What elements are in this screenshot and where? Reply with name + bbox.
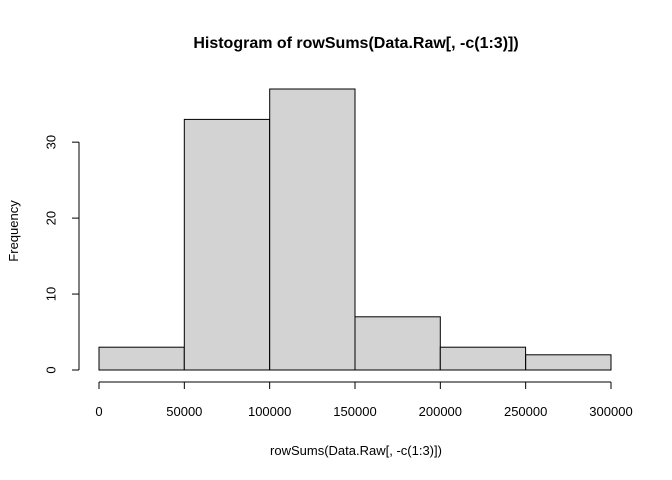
y-tick-label: 20 (44, 211, 59, 225)
chart-title: Histogram of rowSums(Data.Raw[, -c(1:3)]… (193, 35, 518, 52)
x-tick-label: 250000 (504, 404, 547, 419)
x-tick-label: 300000 (589, 404, 632, 419)
histogram-bars (98, 88, 612, 371)
x-tick-label: 0 (95, 404, 102, 419)
histogram-bar (354, 316, 441, 371)
y-tick-label: 30 (44, 135, 59, 149)
x-tick-label: 100000 (248, 404, 291, 419)
x-axis-label: rowSums(Data.Raw[, -c(1:3)]) (270, 443, 442, 458)
histogram-bar (98, 346, 185, 371)
x-axis: 0 50000 100000 150000 200000 250000 300000 (95, 381, 633, 419)
y-axis-label: Frequency (6, 200, 21, 262)
histogram-bar (183, 118, 271, 371)
histogram-bar (439, 346, 527, 371)
y-axis: 0 10 20 30 (44, 135, 80, 374)
x-tick-label: 150000 (333, 404, 376, 419)
histogram-bar (525, 354, 612, 371)
x-tick-label: 200000 (419, 404, 462, 419)
y-tick-label: 0 (44, 366, 59, 373)
x-tick-label: 50000 (166, 404, 202, 419)
y-tick-label: 10 (44, 287, 59, 301)
histogram-bar (269, 88, 356, 371)
